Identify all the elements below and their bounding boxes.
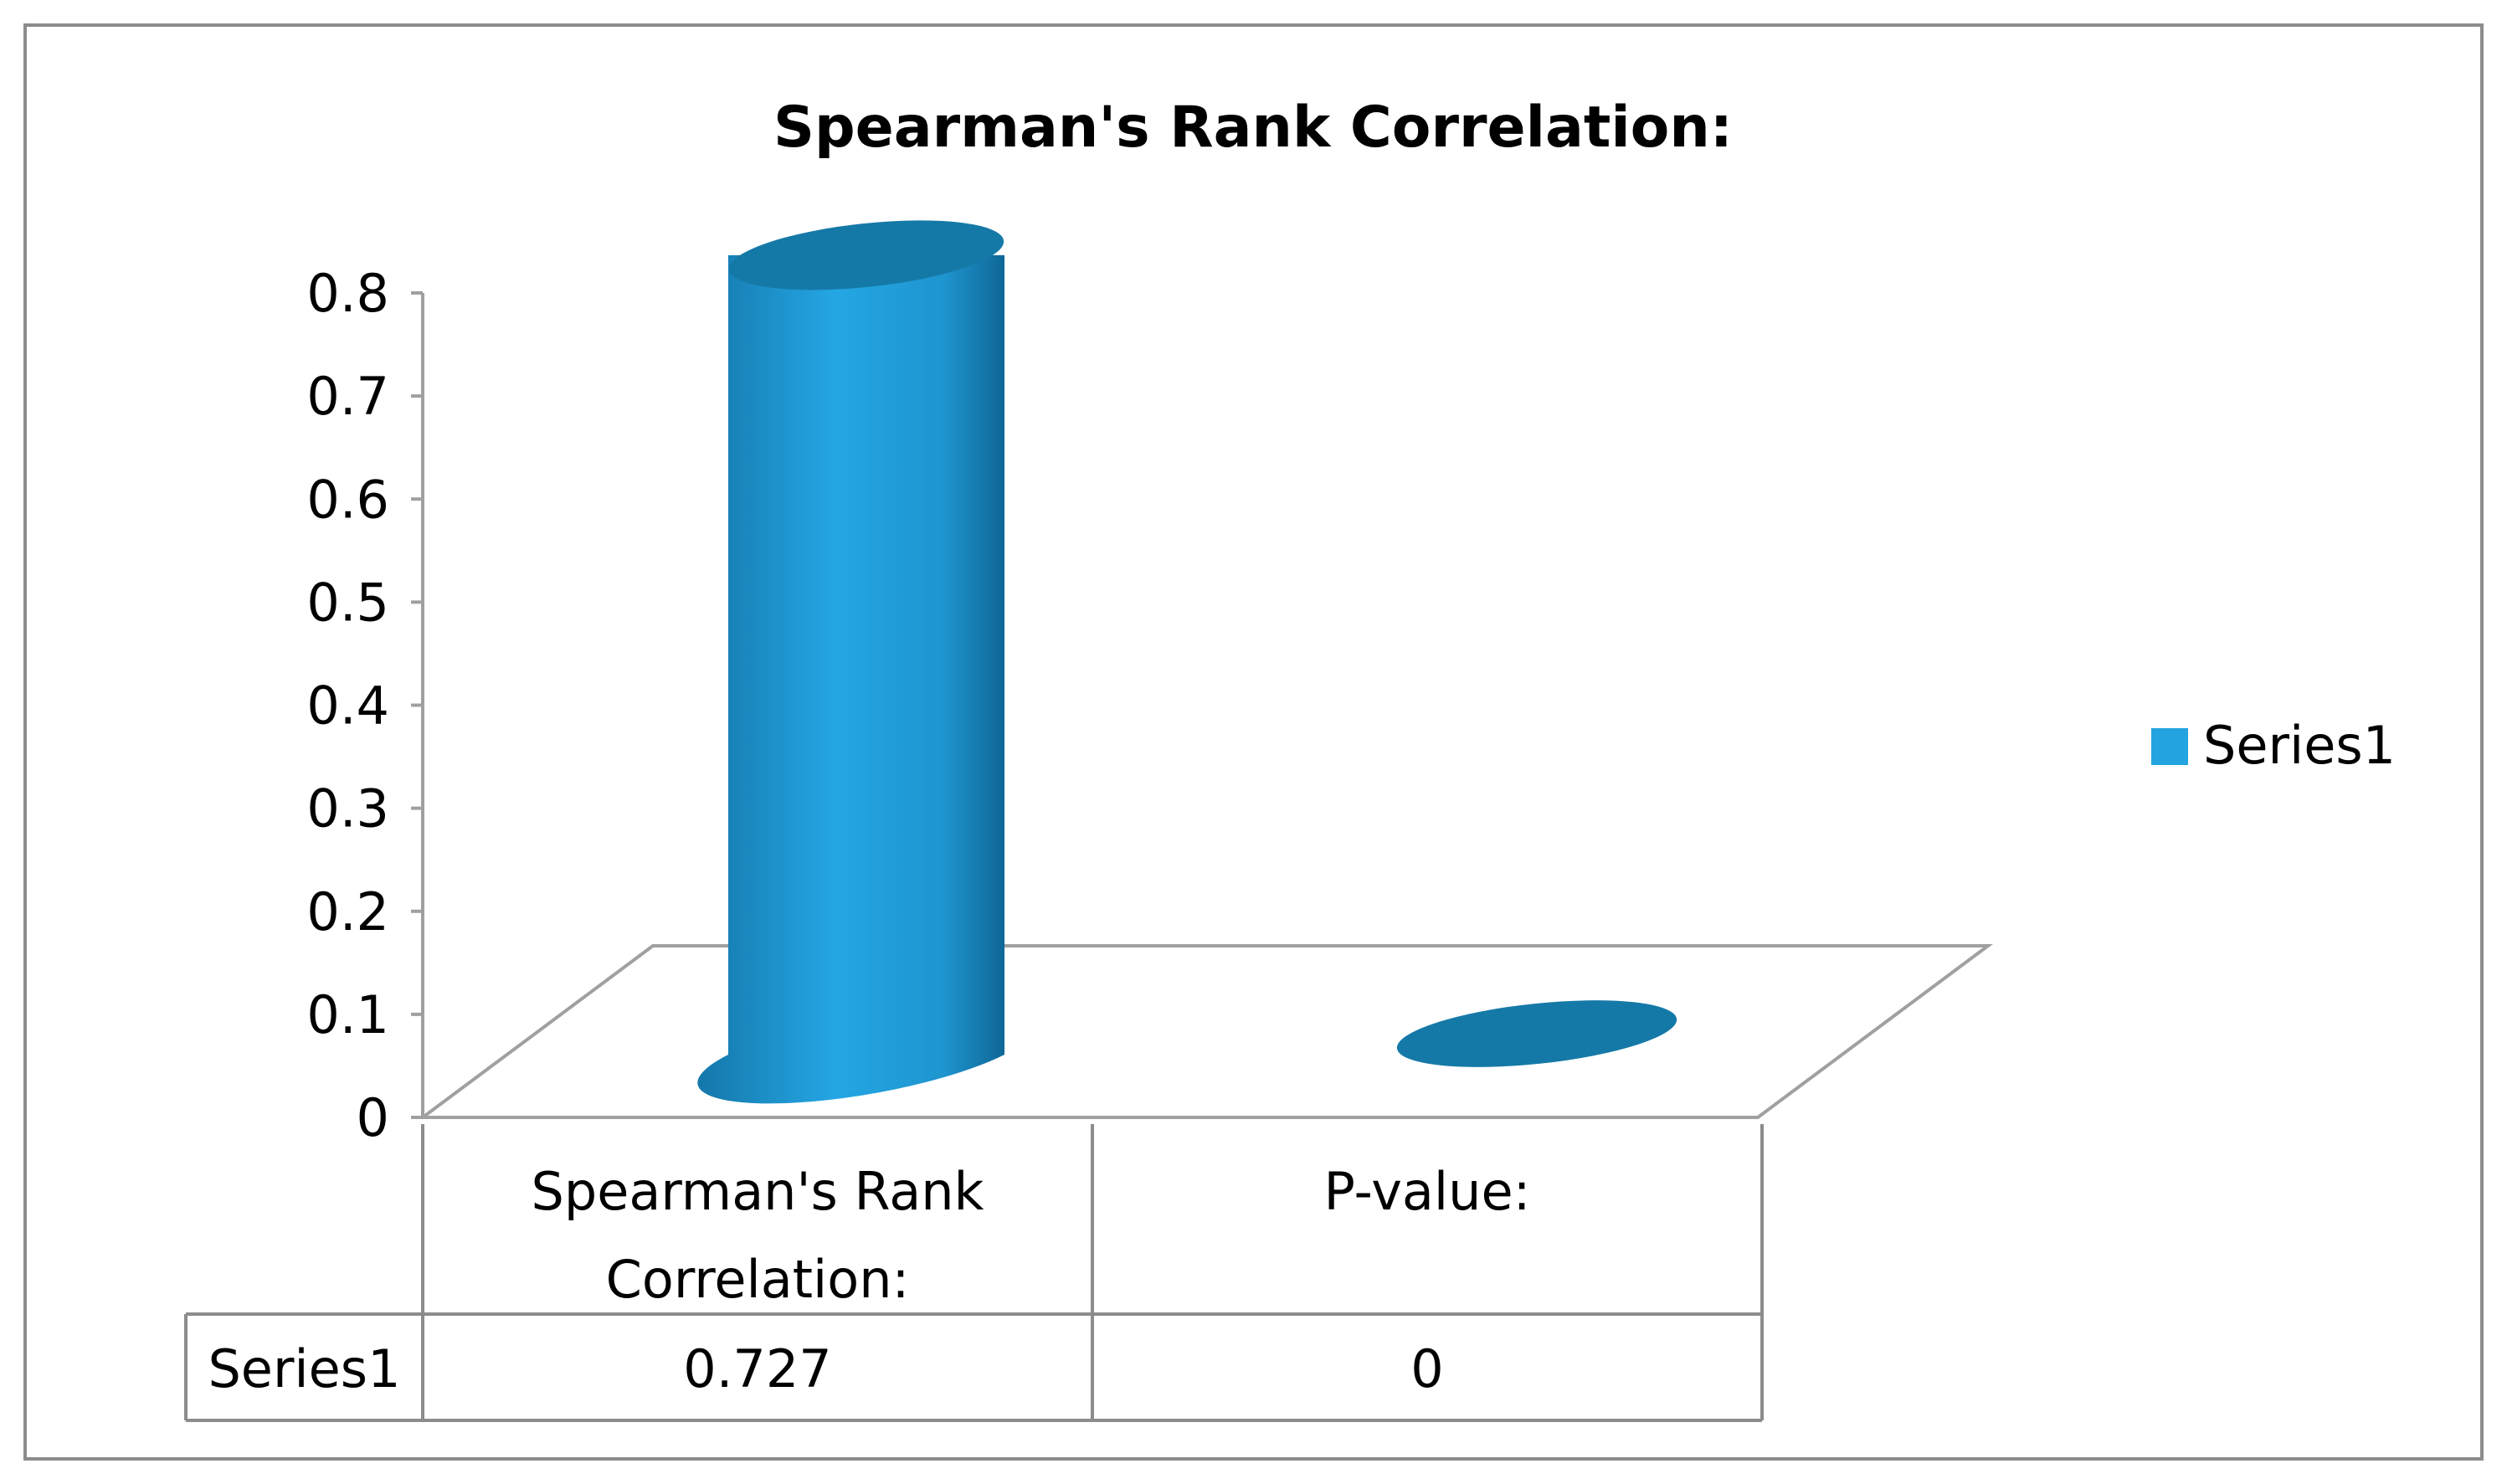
- legend-swatch: [2151, 728, 2188, 765]
- bar-cylinder-body: [697, 254, 1004, 1104]
- data-table: Spearman's Rank Correlation: P-value: Serie…: [184, 1124, 1764, 1422]
- y-tick-label: 0.3: [306, 778, 389, 840]
- floor: [417, 944, 1994, 1119]
- category-label: Spearman's Rank: [532, 1161, 984, 1222]
- bar-cylinder-top: [1396, 1000, 1677, 1067]
- legend-label: Series1: [2203, 715, 2396, 776]
- table-row-header: Series1: [208, 1338, 400, 1399]
- category-label: P-value:: [1324, 1161, 1531, 1222]
- y-tick-label: 0.2: [306, 881, 389, 942]
- chart-frame: [23, 23, 2484, 1461]
- floor-plane: [417, 944, 1994, 1119]
- y-tick-label: 0.7: [306, 366, 389, 427]
- legend: Series1: [2151, 715, 2396, 776]
- category-label: Correlation:: [606, 1249, 910, 1310]
- chart-title: Spearman's Rank Correlation:: [773, 95, 1733, 161]
- y-tick-label: 0.5: [306, 572, 389, 633]
- y-tick-label: 0.1: [306, 984, 389, 1045]
- y-tick-label: 0.8: [306, 263, 389, 324]
- table-value-cell: 0.727: [683, 1338, 832, 1399]
- y-axis: 0 0.1 0.2 0.3 0.4 0.5 0.6 0.7 0.8: [306, 263, 424, 1148]
- y-tick-label: 0: [357, 1087, 389, 1148]
- bar-cylinder-top: [728, 220, 1004, 290]
- bars: [697, 220, 1677, 1104]
- y-tick-label: 0.6: [306, 469, 389, 530]
- y-tick-label: 0.4: [306, 675, 389, 737]
- table-value-cell: 0: [1410, 1338, 1443, 1399]
